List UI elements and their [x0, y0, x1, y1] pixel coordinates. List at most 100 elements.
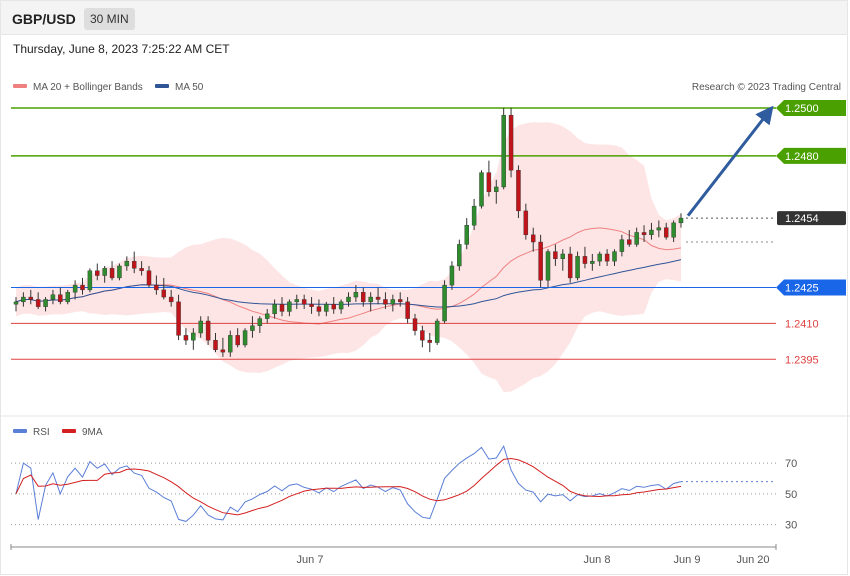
candle [228, 330, 233, 357]
candle-body [87, 270, 93, 291]
price-legend: MA 20 + Bollinger Bands MA 50 Research ©… [13, 82, 841, 93]
candle-body [154, 284, 159, 291]
rsi-line [15, 445, 682, 522]
candle-body [671, 222, 676, 238]
candle-body [176, 301, 181, 336]
candle-body [508, 114, 514, 171]
candle-body [95, 270, 100, 276]
candle [582, 246, 588, 269]
candle [501, 107, 506, 190]
candle [50, 289, 56, 305]
candle-body [597, 253, 602, 262]
candle [567, 246, 573, 283]
candle [257, 316, 263, 333]
level-label: 1.2500 [785, 103, 819, 115]
candle-body [131, 260, 137, 269]
candle [131, 251, 137, 274]
forecast-arrow [686, 105, 774, 217]
candle [671, 220, 676, 243]
candle [545, 249, 551, 288]
ma20-legend-label: MA 20 + Bollinger Bands [33, 82, 143, 93]
level-label: 1.2410 [785, 318, 819, 330]
candle-body [486, 172, 492, 192]
candle-body [124, 260, 130, 267]
candle-body [634, 232, 639, 245]
candle-body [191, 332, 196, 341]
candle [264, 309, 270, 324]
candle [471, 198, 477, 231]
forecast-arrow-group [686, 105, 774, 217]
candle [109, 261, 115, 281]
candle [146, 265, 152, 288]
candle-body [494, 186, 499, 192]
candle [102, 265, 107, 283]
timeframe-badge[interactable]: 30 MIN [84, 8, 135, 30]
candle-body [523, 210, 529, 236]
candle [124, 256, 130, 271]
candle-body [649, 229, 654, 236]
candle [457, 239, 462, 271]
candle [213, 332, 218, 353]
x-tick-label: Jun 7 [297, 554, 324, 566]
candle [442, 280, 447, 324]
candle [375, 287, 381, 305]
bollinger-band-area [16, 122, 681, 393]
level-last: 1.2454 [686, 211, 846, 226]
candle-body [656, 227, 662, 231]
x-tick-label: Jun 9 [674, 554, 701, 566]
candle-body [641, 232, 647, 236]
candle [361, 287, 366, 307]
candle [397, 292, 403, 307]
candle [279, 297, 285, 317]
level-label: 1.2480 [785, 151, 819, 163]
candle [627, 230, 632, 247]
candle-body [301, 299, 307, 305]
candle-body [545, 251, 551, 281]
candle [449, 261, 455, 290]
candle-body [80, 284, 85, 291]
candle-body [604, 253, 610, 262]
candle [346, 292, 351, 307]
candle-body [161, 289, 167, 298]
candle [464, 218, 469, 250]
candle-body [198, 320, 203, 334]
candle [72, 280, 78, 300]
rsi-tick-label: 70 [785, 458, 797, 470]
candle [486, 160, 492, 197]
credit-label: Research © 2023 Trading Central [692, 82, 841, 93]
candle [324, 301, 329, 317]
candle [434, 318, 440, 345]
candle-body [516, 170, 521, 212]
ma20-legend-swatch [13, 84, 27, 88]
candle [405, 297, 410, 324]
rsi-legend-label: RSI [33, 427, 50, 438]
candle-body [139, 268, 144, 271]
candle-body [324, 304, 329, 312]
candle-body [464, 225, 469, 245]
candle [161, 277, 167, 300]
candle [183, 328, 189, 345]
chart-frame [0, 35, 848, 575]
ma9-legend-swatch [62, 429, 76, 433]
level-label-box [776, 147, 846, 164]
candle-body [397, 299, 403, 303]
level-support: 1.2395 [11, 354, 819, 366]
candle [316, 299, 322, 317]
candle [287, 299, 292, 317]
candle-body [501, 114, 506, 188]
level-label: 1.2395 [785, 354, 819, 366]
candle [530, 227, 536, 252]
candle [154, 275, 159, 295]
ma50-legend-swatch [155, 84, 169, 88]
candle-body [575, 256, 580, 279]
candle [331, 297, 336, 314]
candle [198, 316, 203, 338]
candle-body [390, 299, 396, 305]
candle [368, 292, 373, 312]
candle-body [678, 217, 684, 224]
candle-body [205, 320, 211, 341]
candle-body [220, 349, 226, 353]
candle-body [457, 244, 462, 267]
x-tick-label: Jun 8 [584, 554, 611, 566]
level-label-box [776, 99, 846, 116]
